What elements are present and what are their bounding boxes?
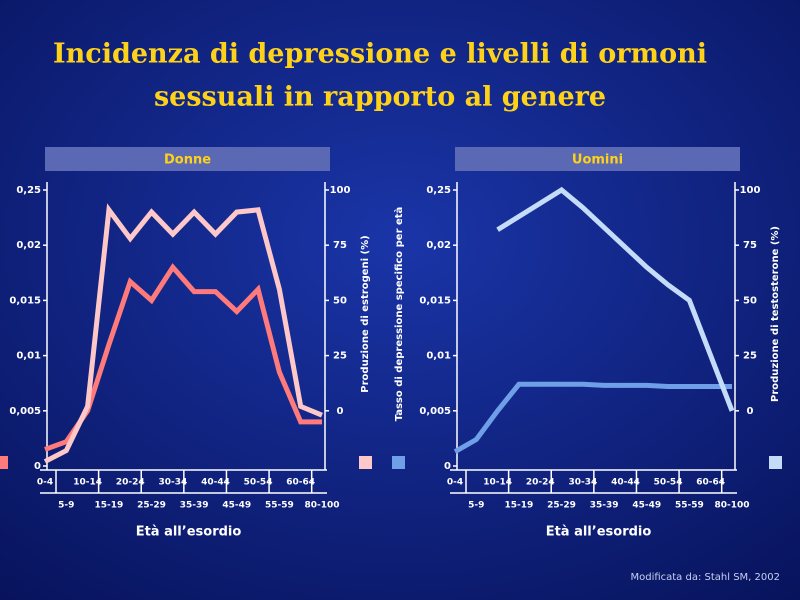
y2-tick-label: 0 bbox=[747, 406, 754, 417]
x-tick-label: 55-59 bbox=[675, 501, 704, 511]
y-tick-label: 0,25 bbox=[16, 185, 41, 196]
y-tick-label: 0 bbox=[34, 461, 41, 472]
x-tick-label: 20-24 bbox=[526, 478, 555, 488]
y2-axis-title: Produzione di testosterone (%) bbox=[770, 226, 781, 402]
x-axis-title: Età all’esordio bbox=[546, 525, 652, 540]
panel-title: Donne bbox=[164, 153, 211, 168]
y-tick-label: 0,01 bbox=[16, 351, 41, 362]
x-tick-label: 40-44 bbox=[611, 478, 640, 488]
y-tick-label: 0 bbox=[444, 461, 451, 472]
x-tick-label: 30-34 bbox=[158, 478, 187, 488]
x-tick-label: 80-100 bbox=[304, 501, 339, 511]
x-tick-label: 15-19 bbox=[95, 501, 124, 511]
y-tick-label: 0,015 bbox=[9, 295, 41, 306]
x-tick-label: 60-64 bbox=[286, 478, 315, 488]
x-tick-label: 0-4 bbox=[37, 478, 53, 488]
x-tick-label: 55-59 bbox=[265, 501, 294, 511]
y2-axis-title: Produzione di estrogeni (%) bbox=[360, 235, 371, 392]
panel-header bbox=[45, 147, 330, 171]
y2-tick-label: 100 bbox=[740, 185, 761, 196]
x-tick-label: 20-24 bbox=[116, 478, 145, 488]
x-tick-label: 0-4 bbox=[447, 478, 463, 488]
y2-tick-label: 25 bbox=[333, 351, 347, 362]
x-tick-label: 15-19 bbox=[505, 501, 534, 511]
y-axis-title: Tasso di depressione specifico per età bbox=[393, 207, 405, 422]
y-tick-label: 0,02 bbox=[16, 240, 41, 251]
y-tick-label: 0,02 bbox=[426, 240, 451, 251]
x-tick-label: 40-44 bbox=[201, 478, 230, 488]
panel-header bbox=[455, 147, 740, 171]
x-tick-label: 35-39 bbox=[180, 501, 209, 511]
x-tick-label: 25-29 bbox=[547, 501, 576, 511]
x-tick-label: 10-14 bbox=[73, 478, 102, 488]
legend-swatch bbox=[392, 456, 405, 469]
y-tick-label: 0,25 bbox=[426, 185, 451, 196]
legend-swatch bbox=[0, 456, 8, 469]
data-line bbox=[496, 186, 735, 412]
y2-tick-label: 0 bbox=[337, 406, 344, 417]
y2-tick-label: 50 bbox=[743, 295, 757, 306]
x-tick-label: 10-14 bbox=[483, 478, 512, 488]
y2-tick-label: 75 bbox=[743, 240, 757, 251]
y-tick-label: 0,01 bbox=[426, 351, 451, 362]
y-tick-label: 0,005 bbox=[419, 406, 451, 417]
data-line bbox=[453, 381, 732, 454]
data-line bbox=[43, 203, 323, 464]
data-line bbox=[44, 263, 322, 452]
x-tick-label: 35-39 bbox=[590, 501, 619, 511]
legend-swatch bbox=[359, 456, 372, 469]
x-tick-label: 60-64 bbox=[696, 478, 725, 488]
slide-title: Incidenza di depressione e livelli di or… bbox=[53, 39, 707, 70]
slide-title: sessuali in rapporto al genere bbox=[154, 82, 606, 113]
y2-tick-label: 50 bbox=[333, 295, 347, 306]
x-tick-label: 80-100 bbox=[714, 501, 749, 511]
x-axis-title: Età all’esordio bbox=[136, 525, 242, 540]
y-tick-label: 0,015 bbox=[419, 295, 451, 306]
x-tick-label: 5-9 bbox=[468, 501, 484, 511]
x-tick-label: 45-49 bbox=[222, 501, 251, 511]
x-tick-label: 30-34 bbox=[568, 478, 597, 488]
y2-tick-label: 75 bbox=[333, 240, 347, 251]
y2-tick-label: 100 bbox=[330, 185, 351, 196]
panel-title: Uomini bbox=[572, 153, 623, 168]
x-tick-label: 50-54 bbox=[654, 478, 683, 488]
y-tick-label: 0,005 bbox=[9, 406, 41, 417]
x-tick-label: 50-54 bbox=[244, 478, 273, 488]
x-tick-label: 5-9 bbox=[58, 501, 74, 511]
x-tick-label: 25-29 bbox=[137, 501, 166, 511]
legend-swatch bbox=[769, 456, 782, 469]
source-note: Modificata da: Stahl SM, 2002 bbox=[630, 572, 780, 583]
y2-tick-label: 25 bbox=[743, 351, 757, 362]
x-tick-label: 45-49 bbox=[632, 501, 661, 511]
